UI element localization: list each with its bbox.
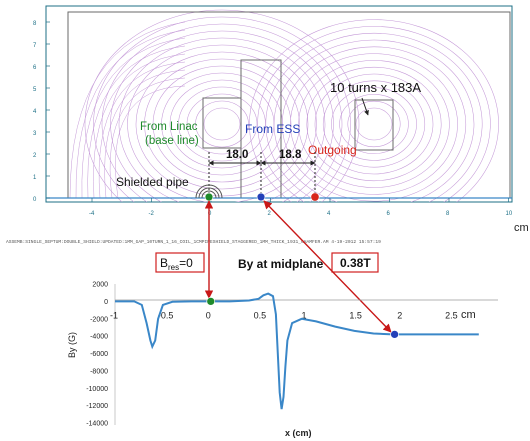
top-x-tick-label: -4 <box>89 211 95 217</box>
by-midplane-chart: 2000 0 -2000 -4000 -6000 -8000 -10000 -12000 -14… <box>67 282 498 439</box>
plot-title: By at midplane <box>238 257 324 271</box>
x-tick-label: 2 <box>397 310 402 320</box>
top-x-tick-label: 2 <box>268 211 272 217</box>
y-axis-label: By (G) <box>67 332 77 358</box>
top-y-tick-label: 1 <box>33 175 37 181</box>
field-map-panel: 8 7 6 5 4 3 2 1 0 -4 -2 0 2 4 6 8 10 cm 10 turns x 183A… <box>6 6 529 245</box>
shielded-pipe-label: Shielded pipe <box>116 175 189 189</box>
y-tick-label: -6000 <box>90 351 108 358</box>
x-axis-label: x (cm) <box>285 428 312 438</box>
y-tick-label: -4000 <box>90 334 108 341</box>
top-y-tick-label: 0 <box>33 197 37 203</box>
x-tick-label: 0.5 <box>254 310 267 320</box>
top-x-unit: cm <box>514 222 529 234</box>
top-x-tick-label: -2 <box>149 211 155 217</box>
y-tick-labels: 2000 0 -2000 -4000 -6000 -8000 -10000 -12000 -14… <box>86 282 108 428</box>
field-map-frame <box>46 6 512 202</box>
top-y-tick-label: 5 <box>33 87 37 93</box>
ess-beam-marker <box>257 193 265 201</box>
dimension-1: 18.0 <box>226 149 248 161</box>
x-tick-label: 0 <box>206 310 211 320</box>
y-tick-label: 0 <box>104 299 108 306</box>
top-y-tick-label: 3 <box>33 131 37 137</box>
linac-beam-marker <box>205 193 213 201</box>
y-tick-label: -8000 <box>90 368 108 375</box>
x-tick-label: 1.5 <box>349 310 362 320</box>
outgoing-beam-marker <box>311 193 319 201</box>
y-tick-label: -2000 <box>90 316 108 323</box>
from-linac-label: From Linac <box>140 121 198 133</box>
outgoing-label: Outgoing <box>308 143 357 157</box>
from-linac-sublabel: (base line) <box>145 135 199 147</box>
y-tick-label: -12000 <box>86 403 108 410</box>
top-x-tick-label: 8 <box>446 211 450 217</box>
x-tick-label: -1 <box>110 310 118 320</box>
top-x-tick-label: 10 <box>506 211 513 217</box>
top-y-tick-label: 7 <box>33 43 37 49</box>
data-point <box>391 330 399 338</box>
y-tick-label: -14000 <box>86 421 108 428</box>
data-point <box>207 297 215 305</box>
x-unit-label: cm <box>461 309 476 321</box>
y-tick-label: -10000 <box>86 386 108 393</box>
top-x-tick-label: 4 <box>327 211 331 217</box>
x-tick-labels: -1 -0.5 0 0.5 1 1.5 2 2.5 <box>110 310 458 320</box>
x-tick-label: 2.5 <box>445 310 458 320</box>
top-x-tick-label: 6 <box>387 211 391 217</box>
top-y-tick-label: 8 <box>33 21 37 27</box>
top-y-tick-label: 2 <box>33 153 37 159</box>
y-tick-label: 2000 <box>92 282 108 289</box>
top-y-tick-label: 6 <box>33 65 37 71</box>
from-ess-label: From ESS <box>245 122 300 136</box>
map-footer: ASSEMB:SINGLE_SEPTUM:DOUBLE_SHIELD:UPDAT… <box>6 239 381 245</box>
turns-label: 10 turns x 183A <box>330 80 421 95</box>
top-y-tick-label: 4 <box>33 109 37 115</box>
dimension-2: 18.8 <box>279 149 302 161</box>
field-value: 0.38T <box>340 256 371 270</box>
